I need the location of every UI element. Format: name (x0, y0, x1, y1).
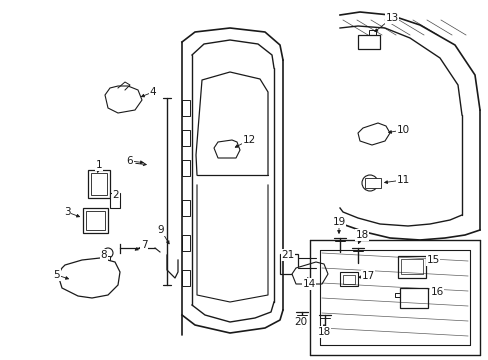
Bar (110, 193, 120, 208)
Bar (182, 100, 190, 116)
Polygon shape (105, 86, 142, 113)
Bar (182, 130, 190, 146)
Text: 6: 6 (126, 156, 133, 166)
Text: 3: 3 (63, 207, 70, 217)
Polygon shape (291, 262, 327, 284)
Text: 12: 12 (242, 135, 255, 145)
Bar (83, 208, 108, 233)
Bar (182, 235, 190, 251)
Text: 18: 18 (317, 327, 330, 337)
Text: 16: 16 (429, 287, 443, 297)
Bar (364, 178, 380, 188)
Text: 9: 9 (157, 225, 164, 235)
Text: 15: 15 (426, 255, 439, 265)
Polygon shape (58, 258, 120, 298)
Bar (280, 254, 297, 274)
Bar (100, 256, 110, 266)
Polygon shape (214, 140, 240, 158)
Bar (91, 173, 107, 195)
Text: 8: 8 (101, 250, 107, 260)
Text: 5: 5 (54, 270, 60, 280)
Text: 4: 4 (149, 87, 156, 97)
Text: 11: 11 (396, 175, 409, 185)
Bar (339, 272, 357, 286)
Text: 13: 13 (385, 13, 398, 23)
Text: 18: 18 (355, 230, 368, 240)
Text: 21: 21 (281, 250, 294, 260)
Text: 17: 17 (361, 271, 374, 281)
Text: 7: 7 (141, 240, 147, 250)
Bar (400, 259, 422, 274)
Bar (182, 270, 190, 286)
Text: 2: 2 (112, 190, 119, 200)
Text: 10: 10 (396, 125, 409, 135)
Bar (397, 256, 425, 278)
Text: 14: 14 (302, 279, 315, 289)
Text: 20: 20 (294, 317, 307, 327)
Bar (357, 35, 379, 49)
Polygon shape (357, 123, 389, 145)
Bar (182, 160, 190, 176)
Bar (342, 275, 354, 284)
Bar (86, 211, 105, 230)
Text: 19: 19 (332, 217, 345, 227)
Bar (88, 170, 110, 198)
Bar (182, 200, 190, 216)
Bar (399, 288, 427, 308)
Text: 1: 1 (96, 160, 102, 170)
